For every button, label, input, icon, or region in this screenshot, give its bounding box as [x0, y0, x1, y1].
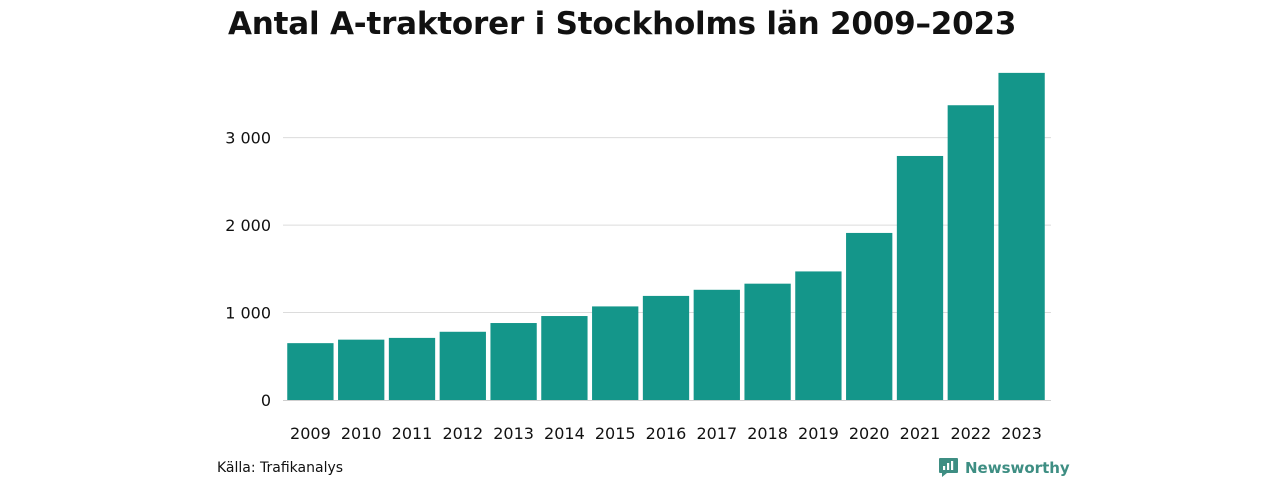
source-label: Källa: Trafikanalys [217, 460, 344, 476]
bar-2020 [846, 232, 893, 400]
newsworthy-logo-icon [939, 458, 958, 477]
x-tick-label: 2012 [442, 424, 483, 443]
x-tick-label: 2023 [1001, 424, 1042, 443]
x-tick-label: 2011 [392, 424, 433, 443]
x-tick-label: 2009 [290, 424, 331, 443]
y-tick-label: 2 000 [225, 216, 271, 235]
bar-2022 [947, 105, 994, 400]
chart-title: Antal A-traktorer i Stockholms län 2009–… [228, 6, 1017, 42]
y-tick-label: 3 000 [225, 129, 271, 148]
bars [287, 72, 1045, 400]
brand-logo: Newsworthy [938, 457, 1070, 478]
bar-2014 [541, 316, 588, 400]
bar-2009 [287, 343, 334, 400]
x-tick-label: 2020 [849, 424, 890, 443]
x-tick-label: 2018 [747, 424, 788, 443]
brand-name: Newsworthy [965, 458, 1070, 477]
y-tick-label: 1 000 [225, 304, 271, 323]
bar-2016 [642, 295, 690, 400]
x-tick-label: 2019 [798, 424, 839, 443]
bar-2023 [998, 72, 1045, 400]
x-axis: 2009 2010 2011 2012 2013 2014 2015 2016 2017 2018… [290, 424, 1042, 443]
y-tick-label: 0 [261, 391, 271, 410]
bar-2011 [388, 337, 436, 400]
x-tick-label: 2010 [341, 424, 382, 443]
bar-2018 [744, 283, 791, 400]
x-tick-label: 2022 [950, 424, 991, 443]
bar-2017 [693, 289, 740, 400]
x-tick-label: 2015 [595, 424, 636, 443]
bar-2013 [490, 323, 537, 400]
x-tick-label: 2016 [646, 424, 687, 443]
x-tick-label: 2021 [900, 424, 941, 443]
x-tick-label: 2014 [544, 424, 585, 443]
bar-2019 [795, 271, 842, 400]
y-axis: 0 1 000 2 000 3 000 [225, 129, 271, 410]
x-tick-label: 2017 [696, 424, 737, 443]
bar-2012 [439, 331, 486, 400]
bar-2015 [592, 306, 639, 400]
x-tick-label: 2013 [493, 424, 534, 443]
bar-2021 [896, 155, 944, 400]
bar-2010 [338, 339, 385, 400]
